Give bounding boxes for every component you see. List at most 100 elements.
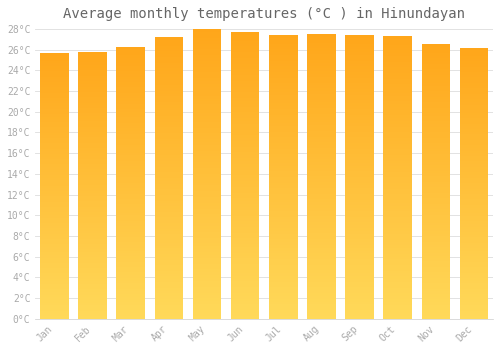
Bar	[269, 160, 298, 163]
Bar	[40, 138, 68, 141]
Bar	[269, 140, 298, 143]
Bar	[269, 199, 298, 202]
Bar	[40, 236, 68, 239]
Bar	[78, 105, 107, 108]
Bar	[154, 139, 183, 141]
Bar	[40, 196, 68, 199]
Bar	[422, 121, 450, 124]
Bar	[192, 197, 222, 200]
Bar	[154, 212, 183, 215]
Bar	[78, 220, 107, 223]
Bar	[40, 244, 68, 247]
Bar	[422, 53, 450, 56]
Bar	[460, 264, 488, 267]
Bar	[345, 194, 374, 197]
Bar	[345, 259, 374, 262]
Bar	[307, 233, 336, 236]
Bar	[269, 163, 298, 166]
Bar	[192, 243, 222, 246]
Bar	[269, 316, 298, 318]
Bar	[40, 106, 68, 108]
Bar	[422, 223, 450, 225]
Bar	[40, 308, 68, 311]
Bar	[78, 110, 107, 113]
Bar	[460, 96, 488, 99]
Bar	[192, 78, 222, 81]
Bar	[345, 72, 374, 75]
Bar	[269, 304, 298, 307]
Bar	[269, 285, 298, 287]
Bar	[345, 55, 374, 58]
Bar	[307, 51, 336, 54]
Bar	[116, 283, 145, 286]
Bar	[269, 219, 298, 222]
Bar	[269, 41, 298, 44]
Bar	[116, 259, 145, 261]
Bar	[78, 236, 107, 239]
Bar	[192, 293, 222, 295]
Bar	[78, 148, 107, 150]
Bar	[345, 236, 374, 239]
Bar	[231, 275, 260, 279]
Bar	[78, 140, 107, 142]
Bar	[345, 174, 374, 177]
Bar	[269, 313, 298, 316]
Bar	[154, 198, 183, 201]
Bar	[40, 252, 68, 255]
Bar	[154, 74, 183, 77]
Bar	[460, 308, 488, 310]
Bar	[269, 154, 298, 157]
Bar	[40, 305, 68, 308]
Bar	[345, 151, 374, 154]
Bar	[345, 41, 374, 44]
Bar	[345, 58, 374, 61]
Bar	[116, 240, 145, 243]
Bar	[154, 282, 183, 285]
Bar	[422, 190, 450, 193]
Bar	[384, 307, 412, 310]
Bar	[154, 57, 183, 60]
Bar	[231, 264, 260, 267]
Bar	[345, 299, 374, 302]
Bar	[154, 313, 183, 316]
Bar	[116, 204, 145, 207]
Bar	[231, 41, 260, 44]
Bar	[40, 204, 68, 207]
Bar	[345, 126, 374, 129]
Bar	[422, 258, 450, 261]
Bar	[269, 197, 298, 199]
Bar	[78, 172, 107, 175]
Bar	[78, 70, 107, 73]
Bar	[116, 169, 145, 172]
Bar	[78, 134, 107, 137]
Bar	[345, 163, 374, 166]
Bar	[78, 206, 107, 209]
Bar	[154, 161, 183, 164]
Bar	[78, 145, 107, 148]
Bar	[307, 304, 336, 307]
Bar	[384, 248, 412, 251]
Bar	[231, 299, 260, 301]
Bar	[307, 43, 336, 46]
Bar	[154, 71, 183, 74]
Bar	[116, 52, 145, 55]
Bar	[460, 273, 488, 275]
Bar	[422, 135, 450, 138]
Bar	[78, 60, 107, 63]
Bar	[345, 49, 374, 52]
Bar	[307, 128, 336, 131]
Bar	[192, 139, 222, 142]
Bar	[231, 47, 260, 49]
Bar	[154, 147, 183, 150]
Bar	[40, 268, 68, 271]
Bar	[154, 186, 183, 189]
Bar	[345, 98, 374, 100]
Bar	[154, 91, 183, 93]
Bar	[460, 197, 488, 199]
Bar	[460, 289, 488, 292]
Bar	[231, 256, 260, 259]
Bar	[154, 43, 183, 46]
Bar	[40, 175, 68, 178]
Bar	[192, 110, 222, 113]
Bar	[345, 287, 374, 290]
